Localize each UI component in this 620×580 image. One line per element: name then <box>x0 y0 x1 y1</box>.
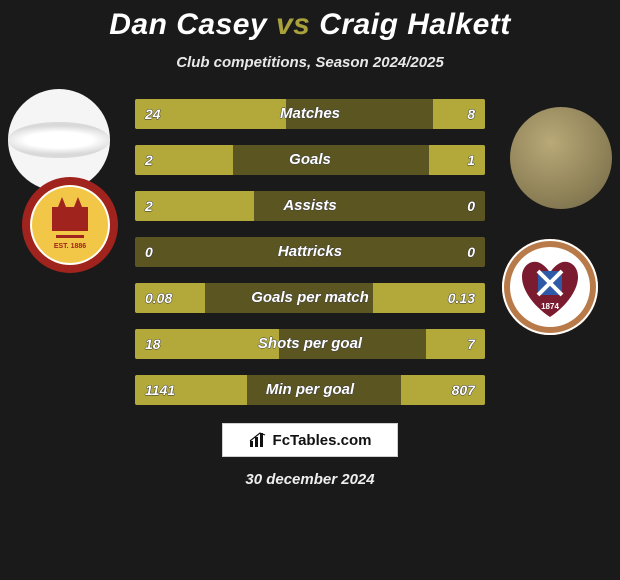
stat-label: Shots per goal <box>135 329 485 359</box>
fctables-logo: FcTables.com <box>222 423 398 457</box>
club-right-year: 1874 <box>541 302 559 311</box>
stat-row: 0.080.13Goals per match <box>135 283 485 313</box>
player1-name: Dan Casey <box>109 8 267 41</box>
stat-row: 187Shots per goal <box>135 329 485 359</box>
stat-label: Hattricks <box>135 237 485 267</box>
player2-avatar <box>510 107 612 209</box>
player2-name: Craig Halkett <box>319 8 511 41</box>
stat-label: Matches <box>135 99 485 129</box>
stat-label: Goals per match <box>135 283 485 313</box>
season-subtitle: Club competitions, Season 2024/2025 <box>0 54 620 71</box>
stat-label: Goals <box>135 145 485 175</box>
player1-club-badge: EST. 1886 <box>22 177 118 273</box>
player2-club-badge: 1874 <box>502 239 598 335</box>
bars-icon <box>249 432 267 448</box>
stat-bars: 248Matches 21Goals 20Assists 00Hattricks 0.0… <box>135 99 485 405</box>
stat-label: Assists <box>135 191 485 221</box>
stat-row: 20Assists <box>135 191 485 221</box>
stat-row: 248Matches <box>135 99 485 129</box>
vs-text: vs <box>276 8 310 41</box>
content-area: EST. 1886 1874 248Matches 21Goals 20Assist… <box>0 99 620 405</box>
comparison-title: Dan Casey vs Craig Halkett <box>0 0 620 42</box>
stat-row: 00Hattricks <box>135 237 485 267</box>
stat-label: Min per goal <box>135 375 485 405</box>
player1-avatar <box>8 89 110 191</box>
fctables-text: FcTables.com <box>273 432 372 449</box>
stat-row: 1141807Min per goal <box>135 375 485 405</box>
stat-row: 21Goals <box>135 145 485 175</box>
club-left-est: EST. 1886 <box>54 243 86 250</box>
generated-date: 30 december 2024 <box>0 471 620 488</box>
